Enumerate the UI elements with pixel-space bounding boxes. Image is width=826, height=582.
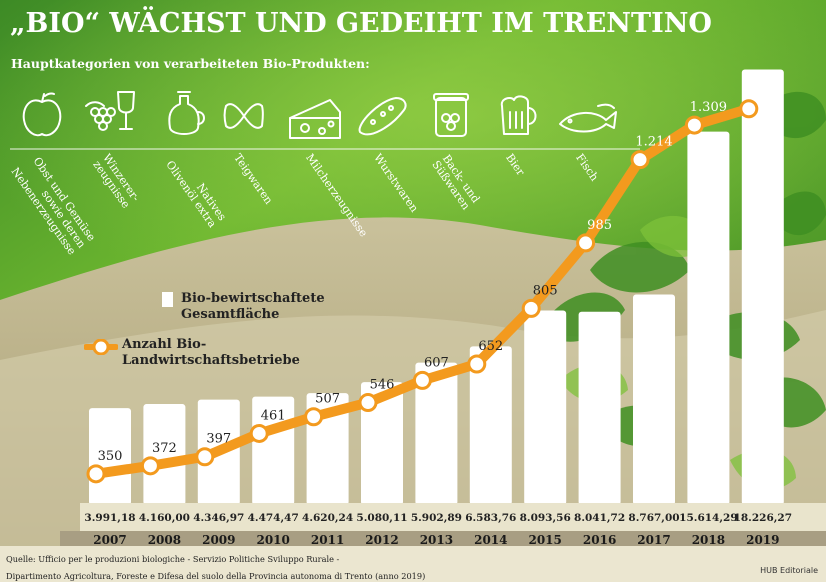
beer-mug-icon bbox=[500, 95, 537, 135]
source-line-2: Dipartimento Agricoltura, Foreste e Dife… bbox=[6, 571, 426, 581]
oil-bottle-icon bbox=[168, 91, 205, 135]
page-subtitle: Hauptkategorien von verarbeiteten Bio-Pr… bbox=[11, 56, 370, 71]
line-point-2017 bbox=[630, 150, 650, 170]
line-value-label: 461 bbox=[261, 408, 286, 423]
line-point-2018 bbox=[684, 115, 704, 135]
bar-value-label: 4.160,00 bbox=[139, 512, 190, 524]
credit: HUB Editoriale bbox=[760, 566, 818, 575]
legend-bar-swatch bbox=[162, 292, 173, 307]
bar-2012 bbox=[361, 382, 403, 505]
year-label: 2010 bbox=[256, 533, 289, 547]
year-label: 2009 bbox=[202, 533, 235, 547]
pasta-icon bbox=[223, 103, 264, 129]
bar-2008 bbox=[143, 404, 186, 505]
bar-value-label: 18.226,27 bbox=[734, 512, 792, 524]
line-point-2015 bbox=[521, 298, 541, 318]
year-label: 2011 bbox=[311, 533, 344, 547]
sausage-icon bbox=[358, 97, 407, 136]
line-point-2007 bbox=[86, 464, 106, 484]
bar-2016 bbox=[578, 311, 621, 505]
value-label-band bbox=[80, 503, 826, 531]
bar-2017 bbox=[633, 294, 675, 505]
year-label: 2008 bbox=[148, 533, 181, 547]
line-value-label: 985 bbox=[587, 218, 612, 233]
year-band bbox=[60, 531, 826, 548]
year-label: 2016 bbox=[583, 533, 616, 547]
line-point-2010 bbox=[249, 423, 269, 443]
source-note: Quelle: Ufficio per le produzioni biolog… bbox=[6, 551, 425, 582]
bar-2013 bbox=[415, 362, 458, 505]
line-value-label: 397 bbox=[206, 432, 231, 447]
line-point-2013 bbox=[412, 370, 432, 390]
line-point-2019 bbox=[739, 99, 759, 119]
bar-value-label: 8.041,72 bbox=[574, 512, 625, 524]
line-value-label: 607 bbox=[424, 355, 449, 370]
line-point-2012 bbox=[358, 393, 378, 413]
bar-value-label: 4.474,47 bbox=[248, 512, 299, 524]
bar-2018 bbox=[687, 131, 730, 505]
bar-value-label: 4.346,97 bbox=[193, 512, 244, 524]
line-value-label: 1.309 bbox=[690, 100, 727, 115]
line-value-label: 1.214 bbox=[635, 135, 672, 150]
line-point-2008 bbox=[140, 456, 160, 476]
line-value-label: 350 bbox=[98, 449, 123, 464]
line-point-2016 bbox=[576, 233, 596, 253]
legend-bars: Bio-bewirtschaftete Gesamtfläche bbox=[162, 291, 325, 323]
bar-value-label: 5.080,11 bbox=[356, 512, 407, 524]
fish-icon bbox=[559, 103, 617, 133]
bar-value-label: 4.620,24 bbox=[302, 512, 353, 524]
year-label: 2013 bbox=[420, 533, 453, 547]
year-label: 2007 bbox=[93, 533, 126, 547]
year-label: 2015 bbox=[528, 533, 561, 547]
bar-value-label: 8.767,00 bbox=[628, 512, 679, 524]
line-point-2011 bbox=[304, 407, 324, 427]
grapes-wine-icon bbox=[85, 91, 135, 131]
line-value-label: 546 bbox=[370, 378, 395, 393]
line-value-label: 1.354 bbox=[744, 84, 781, 99]
bar-value-label: 15.614,29 bbox=[679, 512, 737, 524]
year-label: 2012 bbox=[365, 533, 398, 547]
bar-value-label: 5.902,89 bbox=[411, 512, 462, 524]
bar-2019 bbox=[741, 69, 784, 505]
legend-bars-label: Bio-bewirtschaftete Gesamtfläche bbox=[181, 291, 325, 322]
cheese-icon bbox=[289, 99, 341, 139]
year-label: 2017 bbox=[637, 533, 670, 547]
line-value-label: 372 bbox=[152, 441, 177, 456]
line-value-label: 507 bbox=[315, 392, 340, 407]
bar-value-label: 6.583,76 bbox=[465, 512, 516, 524]
footer bbox=[0, 546, 826, 582]
legend-line-label: Anzahl Bio- Landwirtschaftsbetriebe bbox=[122, 337, 300, 368]
bar-2015 bbox=[524, 310, 567, 505]
year-label: 2018 bbox=[692, 533, 725, 547]
line-value-label: 652 bbox=[478, 339, 503, 354]
source-line-1: Quelle: Ufficio per le produzioni biolog… bbox=[6, 554, 340, 564]
line-point-2014 bbox=[467, 354, 487, 374]
legend-line-swatch bbox=[84, 339, 118, 355]
year-label: 2014 bbox=[474, 533, 507, 547]
line-value-label: 805 bbox=[533, 283, 558, 298]
jar-icon bbox=[433, 93, 469, 137]
year-label: 2019 bbox=[746, 533, 779, 547]
apple-icon bbox=[22, 92, 62, 137]
page-title: „BIO“ WÄCHST UND GEDEIHT IM TRENTINO bbox=[10, 8, 712, 39]
line-point-2009 bbox=[195, 447, 215, 467]
bar-value-label: 8.093,56 bbox=[520, 512, 571, 524]
bar-value-label: 3.991,18 bbox=[84, 512, 135, 524]
bar-2014 bbox=[469, 346, 512, 505]
legend-line: Anzahl Bio- Landwirtschaftsbetriebe bbox=[84, 337, 300, 369]
